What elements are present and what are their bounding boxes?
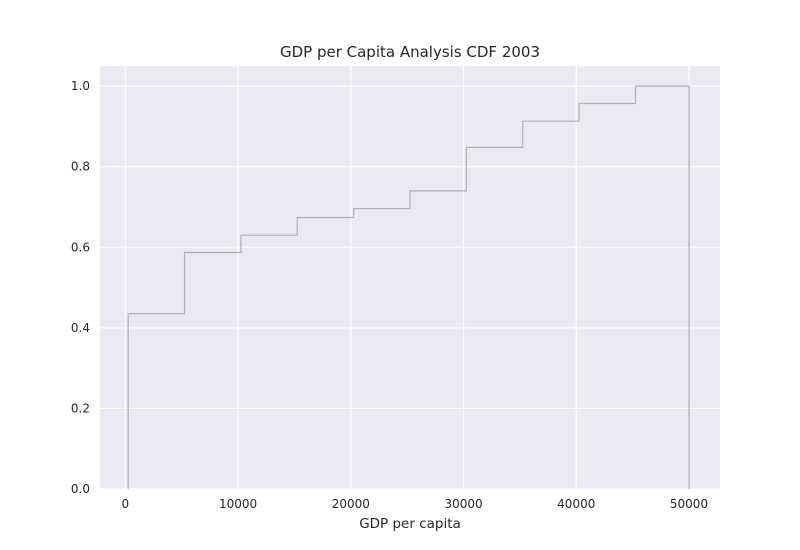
x-tick-label: 50000 (670, 497, 708, 511)
x-tick-label: 0 (122, 497, 130, 511)
x-tick-label: 20000 (332, 497, 370, 511)
y-tick-label: 0.0 (71, 482, 90, 496)
x-tick-label: 10000 (219, 497, 257, 511)
y-tick-label: 1.0 (71, 79, 90, 93)
x-tick-label: 40000 (557, 497, 595, 511)
y-tick-label: 0.2 (71, 401, 90, 415)
y-tick-label: 0.8 (71, 160, 90, 174)
series-group (127, 85, 690, 489)
cdf-step-line (127, 85, 690, 489)
x-axis-label: GDP per capita (359, 516, 461, 532)
x-tick-labels: 0 10000 20000 30000 40000 50000 (122, 497, 709, 511)
y-tick-labels: 0.0 0.2 0.4 0.6 0.8 1.0 (71, 79, 90, 496)
y-tick-label: 0.6 (71, 240, 90, 254)
y-tick-label: 0.4 (71, 321, 90, 335)
x-tick-label: 30000 (444, 497, 482, 511)
chart-title: GDP per Capita Analysis CDF 2003 (280, 43, 540, 61)
plot-area (100, 66, 720, 489)
